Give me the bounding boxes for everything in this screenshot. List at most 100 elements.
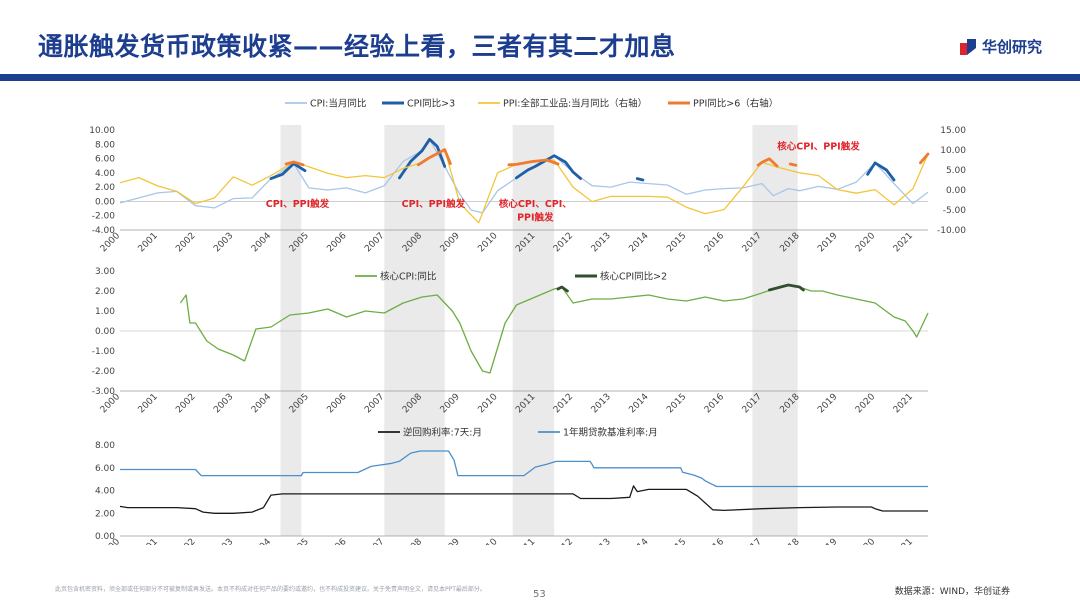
annotation-label: 核心CPI、CPI、 <box>499 198 572 210</box>
x-tick-label: 2012 <box>552 231 575 254</box>
series-line-2-1 <box>120 450 928 488</box>
x-tick-label: 2010 <box>476 231 499 254</box>
charts-area: 10.00 8.00 6.00 4.00 2.00 0.00 -2.00 -4.00 15.00… <box>89 98 966 546</box>
x-tick-label: 2001 <box>137 537 160 545</box>
y-tick-label: 0.00 <box>95 327 115 337</box>
x-tick-label: 2004 <box>250 231 273 254</box>
y-tick-label: -1.00 <box>92 347 116 357</box>
series-highlight-0-1-0 <box>269 162 307 180</box>
x-tick-label: 2003 <box>212 537 235 545</box>
y-tick-label: 8.00 <box>95 441 115 451</box>
series-highlight-0-1-1 <box>398 137 447 180</box>
series-highlight-0-3-3 <box>756 157 779 168</box>
shaded-period-2 <box>512 125 555 536</box>
x-tick-label: 2016 <box>703 537 726 545</box>
legend-label: CPI:当月同比 <box>310 98 366 110</box>
y-right-tick-label: 5.00 <box>946 166 966 176</box>
x-tick-label: 2007 <box>363 537 386 545</box>
x-tick-label: 2003 <box>212 231 235 254</box>
x-tick-label: 2006 <box>325 537 348 545</box>
x-tick-label: 2014 <box>627 392 650 415</box>
x-tick-label: 2007 <box>363 392 386 415</box>
x-tick-label: 2011 <box>514 537 537 545</box>
y-right-tick-label: -10.00 <box>937 226 966 236</box>
x-tick-label: 2006 <box>325 392 348 415</box>
x-tick-label: 2019 <box>816 392 839 415</box>
x-tick-label: 2021 <box>892 537 915 545</box>
x-tick-label: 2002 <box>174 392 197 415</box>
x-tick-label: 2016 <box>703 392 726 415</box>
x-tick-label: 2000 <box>99 537 122 545</box>
x-tick-label: 2015 <box>665 392 688 415</box>
y-tick-label: 3.00 <box>95 267 115 277</box>
y-tick-label: -4.00 <box>92 226 116 236</box>
legend-label: PPI同比>6（右轴） <box>693 98 778 110</box>
series-line-2-0 <box>119 485 928 514</box>
y-tick-label: 6.00 <box>95 464 115 474</box>
shaded-period-0 <box>280 125 302 536</box>
series-highlight-0-3-4 <box>788 162 798 167</box>
y-tick-label: -2.00 <box>92 367 116 377</box>
brand-logo-icon <box>959 38 976 55</box>
series-highlight-0-3-1 <box>416 148 452 167</box>
x-tick-label: 2001 <box>137 392 160 415</box>
x-tick-label: 2003 <box>212 392 235 415</box>
x-tick-label: 2021 <box>892 231 915 254</box>
x-tick-label: 2009 <box>439 537 462 545</box>
x-tick-label: 2021 <box>892 392 915 415</box>
shaded-period-3 <box>752 125 798 536</box>
x-tick-label: 2007 <box>363 231 386 254</box>
x-tick-label: 2001 <box>137 231 160 254</box>
x-tick-label: 2017 <box>741 537 764 545</box>
y-tick-label: 10.00 <box>89 126 115 136</box>
x-tick-label: 2004 <box>250 537 273 545</box>
annotation-label: PPI触发 <box>517 212 554 224</box>
x-tick-label: 2006 <box>325 231 348 254</box>
y-right-tick-label: 15.00 <box>940 126 966 136</box>
y-tick-label: -3.00 <box>92 387 116 397</box>
x-tick-label: 2012 <box>552 537 575 545</box>
series-line-1-0 <box>179 284 929 374</box>
page-number: 53 <box>533 589 546 600</box>
legend-label: 核心CPI同比>2 <box>600 271 667 283</box>
series-highlight-0-3-2 <box>507 158 560 167</box>
title-divider <box>0 74 1080 81</box>
brand-logo: 华创研究 <box>959 36 1042 57</box>
y-tick-label: 4.00 <box>95 169 115 179</box>
x-tick-label: 2015 <box>665 537 688 545</box>
page-title: 通胀触发货币政策收紧——经验上看，三者有其二才加息 <box>38 32 676 61</box>
y-tick-label: 0.00 <box>95 197 115 207</box>
y-right-tick-label: 10.00 <box>940 146 966 156</box>
series-highlight-0-1-4 <box>866 161 896 182</box>
x-tick-label: 2020 <box>854 537 877 545</box>
x-tick-label: 2018 <box>778 537 801 545</box>
y-tick-label: 4.00 <box>95 487 115 497</box>
legend-label: 1年期贷款基准利率:月 <box>563 427 658 439</box>
series-highlight-0-1-2 <box>515 154 582 180</box>
annotation-label: CPI、PPI触发 <box>266 198 330 210</box>
y-tick-label: 6.00 <box>95 155 115 165</box>
x-tick-label: 2019 <box>816 231 839 254</box>
x-tick-label: 2002 <box>174 537 197 545</box>
series-highlight-1-1-1 <box>768 283 805 292</box>
x-tick-label: 2013 <box>590 231 613 254</box>
y-tick-label: 8.00 <box>95 140 115 150</box>
shaded-period-1 <box>384 125 445 536</box>
x-tick-label: 2020 <box>854 231 877 254</box>
series-highlight-0-3-5 <box>919 152 930 165</box>
y-tick-label: 0.00 <box>95 532 115 542</box>
x-tick-label: 2008 <box>401 537 424 545</box>
y-tick-label: 2.00 <box>95 183 115 193</box>
x-tick-label: 2013 <box>590 392 613 415</box>
x-tick-label: 2010 <box>476 392 499 415</box>
data-source: 数据来源：WIND，华创证券 <box>894 587 1010 597</box>
x-tick-label: 2005 <box>288 537 311 545</box>
x-tick-label: 2019 <box>816 537 839 545</box>
series-highlight-0-1-3 <box>635 177 645 182</box>
x-tick-label: 2016 <box>703 231 726 254</box>
y-tick-label: 1.00 <box>95 307 115 317</box>
x-tick-label: 2010 <box>476 537 499 545</box>
series-highlight-1-1-0 <box>556 285 569 293</box>
y-tick-label: 2.00 <box>95 509 115 519</box>
x-tick-label: 2012 <box>552 392 575 415</box>
